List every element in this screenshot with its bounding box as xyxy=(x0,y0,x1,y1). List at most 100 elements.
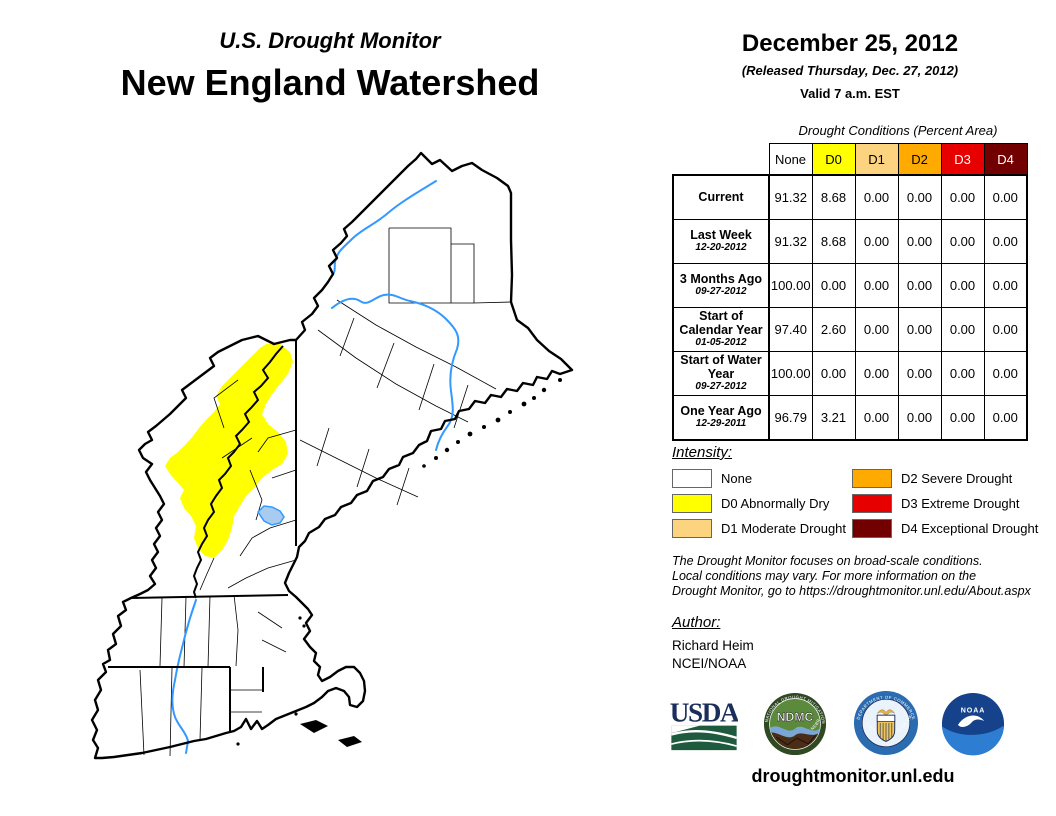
legend-label: None xyxy=(721,471,753,486)
river-lines xyxy=(171,180,460,754)
legend-label: D4 Exceptional Drought xyxy=(901,521,1039,536)
value-cell: 0.00 xyxy=(940,395,985,441)
row-label: Start of Calendar Year 01-05-2012 xyxy=(672,307,770,352)
release-date: (Released Thursday, Dec. 27, 2012) xyxy=(741,63,959,78)
row-label: Current xyxy=(672,174,770,220)
legend-swatch-none xyxy=(672,469,712,488)
value-cell: 96.79 xyxy=(768,395,813,441)
report-date: December 25, 2012 xyxy=(741,30,959,57)
author-heading: Author: xyxy=(672,614,721,631)
value-cell: 0.00 xyxy=(940,351,985,396)
region-title: New England Watershed xyxy=(120,62,540,103)
column-header-d1: D1 xyxy=(854,143,899,176)
value-cell: 0.00 xyxy=(897,219,942,264)
value-cell: 0.00 xyxy=(940,219,985,264)
usda-logo: USDA xyxy=(670,698,738,751)
ndmc-logo: NATIONAL DROUGHT MITIGATION CENTER UNIVE… xyxy=(764,692,827,756)
value-cell: 0.00 xyxy=(897,174,942,220)
value-cell: 0.00 xyxy=(983,263,1028,308)
usda-text: USDA xyxy=(670,698,738,728)
table-row: Start of Water Year 09-27-2012 100.00 0.0… xyxy=(672,351,1028,396)
column-header-d2: D2 xyxy=(897,143,942,176)
column-header-d0: D0 xyxy=(811,143,856,176)
value-cell: 0.00 xyxy=(811,263,856,308)
value-cell: 0.00 xyxy=(983,395,1028,441)
website-url: droughtmonitor.unl.edu xyxy=(751,766,955,786)
disclaimer-text: The Drought Monitor focuses on broad-sca… xyxy=(672,554,1031,598)
legend-label: D2 Severe Drought xyxy=(901,471,1013,486)
value-cell: 0.00 xyxy=(983,307,1028,352)
value-cell: 0.00 xyxy=(897,395,942,441)
value-cell: 0.00 xyxy=(940,307,985,352)
value-cell: 0.00 xyxy=(897,351,942,396)
row-label: 3 Months Ago 09-27-2012 xyxy=(672,263,770,308)
table-caption: Drought Conditions (Percent Area) xyxy=(798,123,998,138)
legend-label: D3 Extreme Drought xyxy=(901,496,1020,511)
value-cell: 91.32 xyxy=(768,219,813,264)
legend-label: D1 Moderate Drought xyxy=(721,521,847,536)
value-cell: 0.00 xyxy=(854,174,899,220)
intensity-legend-title: Intensity: xyxy=(672,444,733,461)
legend-swatch-d4 xyxy=(852,519,892,538)
value-cell: 97.40 xyxy=(768,307,813,352)
value-cell: 2.60 xyxy=(811,307,856,352)
legend-label: D0 Abnormally Dry xyxy=(721,496,830,511)
value-cell: 0.00 xyxy=(854,351,899,396)
table-header-row: None D0 D1 D2 D3 D4 xyxy=(673,143,1028,176)
legend-item-d1: D1 Moderate Drought xyxy=(672,519,846,538)
value-cell: 8.68 xyxy=(811,219,856,264)
value-cell: 100.00 xyxy=(768,351,813,396)
value-cell: 0.00 xyxy=(897,307,942,352)
value-cell: 3.21 xyxy=(811,395,856,441)
value-cell: 0.00 xyxy=(983,351,1028,396)
noaa-logo: NOAA xyxy=(941,692,1005,756)
value-cell: 0.00 xyxy=(854,307,899,352)
department-of-commerce-logo: DEPARTMENT OF COMMERCE UNITED STATES OF … xyxy=(853,690,919,756)
legend-swatch-d0 xyxy=(672,494,712,513)
value-cell: 0.00 xyxy=(940,263,985,308)
noaa-text: NOAA xyxy=(961,708,986,715)
value-cell: 0.00 xyxy=(983,219,1028,264)
state-borders xyxy=(108,340,297,732)
value-cell: 0.00 xyxy=(983,174,1028,220)
drought-conditions-table: None D0 D1 D2 D3 D4 Current 91.32 8.68 0… xyxy=(672,143,1028,441)
d0-area xyxy=(165,344,293,558)
value-cell: 0.00 xyxy=(854,395,899,441)
legend-item-none: None xyxy=(672,469,752,488)
valid-time: Valid 7 a.m. EST xyxy=(800,86,900,101)
author-org: NCEI/NOAA xyxy=(672,656,747,671)
column-header-none: None xyxy=(768,143,813,176)
legend-swatch-d2 xyxy=(852,469,892,488)
table-row: Current 91.32 8.68 0.00 0.00 0.00 0.00 xyxy=(672,174,1028,220)
table-row: Start of Calendar Year 01-05-2012 97.40 2… xyxy=(672,307,1028,352)
legend-swatch-d1 xyxy=(672,519,712,538)
value-cell: 0.00 xyxy=(811,351,856,396)
value-cell: 0.00 xyxy=(897,263,942,308)
row-label: Last Week 12-20-2012 xyxy=(672,219,770,264)
row-label: Start of Water Year 09-27-2012 xyxy=(672,351,770,396)
author-name: Richard Heim xyxy=(672,638,754,653)
ndmc-text: NDMC xyxy=(777,710,814,724)
value-cell: 0.00 xyxy=(854,219,899,264)
legend-item-d4: D4 Exceptional Drought xyxy=(852,519,1038,538)
value-cell: 100.00 xyxy=(768,263,813,308)
report-title: U.S. Drought Monitor xyxy=(219,28,441,53)
coastal-islands xyxy=(236,378,562,747)
watershed-boundary xyxy=(90,151,574,760)
table-row: One Year Ago 12-29-2011 96.79 3.21 0.00 0… xyxy=(672,395,1028,441)
column-header-d3: D3 xyxy=(940,143,985,176)
table-row: 3 Months Ago 09-27-2012 100.00 0.00 0.00 … xyxy=(672,263,1028,308)
column-header-d4: D4 xyxy=(983,143,1028,176)
legend-item-d3: D3 Extreme Drought xyxy=(852,494,1020,513)
legend-item-d2: D2 Severe Drought xyxy=(852,469,1012,488)
row-label: One Year Ago 12-29-2011 xyxy=(672,395,770,441)
value-cell: 91.32 xyxy=(768,174,813,220)
legend-item-d0: D0 Abnormally Dry xyxy=(672,494,829,513)
legend-swatch-d3 xyxy=(852,494,892,513)
value-cell: 0.00 xyxy=(854,263,899,308)
value-cell: 0.00 xyxy=(940,174,985,220)
lake-winnipesaukee xyxy=(257,505,285,526)
table-row: Last Week 12-20-2012 91.32 8.68 0.00 0.00… xyxy=(672,219,1028,264)
